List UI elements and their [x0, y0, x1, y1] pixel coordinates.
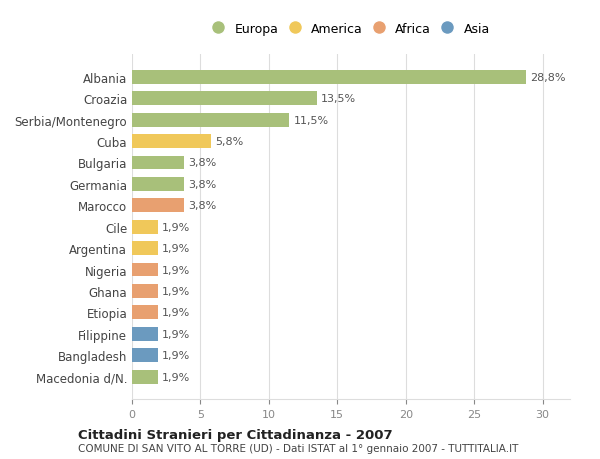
Text: Cittadini Stranieri per Cittadinanza - 2007: Cittadini Stranieri per Cittadinanza - 2…: [78, 428, 392, 442]
Bar: [132, 370, 158, 384]
Text: 1,9%: 1,9%: [162, 372, 190, 382]
Text: 13,5%: 13,5%: [321, 94, 356, 104]
Text: COMUNE DI SAN VITO AL TORRE (UD) - Dati ISTAT al 1° gennaio 2007 - TUTTITALIA.IT: COMUNE DI SAN VITO AL TORRE (UD) - Dati …: [78, 443, 518, 453]
Bar: [132, 199, 184, 213]
Bar: [132, 178, 184, 191]
Bar: [132, 327, 158, 341]
Bar: [132, 220, 158, 234]
Text: 1,9%: 1,9%: [162, 265, 190, 275]
Bar: [132, 263, 158, 277]
Text: 1,9%: 1,9%: [162, 329, 190, 339]
Text: 5,8%: 5,8%: [215, 137, 244, 147]
Bar: [132, 92, 317, 106]
Bar: [132, 241, 158, 256]
Text: 3,8%: 3,8%: [188, 158, 217, 168]
Bar: [132, 135, 211, 149]
Bar: [132, 71, 526, 84]
Text: 1,9%: 1,9%: [162, 286, 190, 296]
Text: 3,8%: 3,8%: [188, 201, 217, 211]
Bar: [132, 156, 184, 170]
Bar: [132, 306, 158, 319]
Text: 1,9%: 1,9%: [162, 244, 190, 253]
Bar: [132, 284, 158, 298]
Text: 3,8%: 3,8%: [188, 179, 217, 190]
Text: 1,9%: 1,9%: [162, 222, 190, 232]
Legend: Europa, America, Africa, Asia: Europa, America, Africa, Asia: [206, 17, 496, 42]
Text: 28,8%: 28,8%: [530, 73, 566, 83]
Text: 1,9%: 1,9%: [162, 308, 190, 318]
Text: 11,5%: 11,5%: [293, 115, 329, 125]
Bar: [132, 348, 158, 362]
Bar: [132, 113, 289, 127]
Text: 1,9%: 1,9%: [162, 350, 190, 360]
